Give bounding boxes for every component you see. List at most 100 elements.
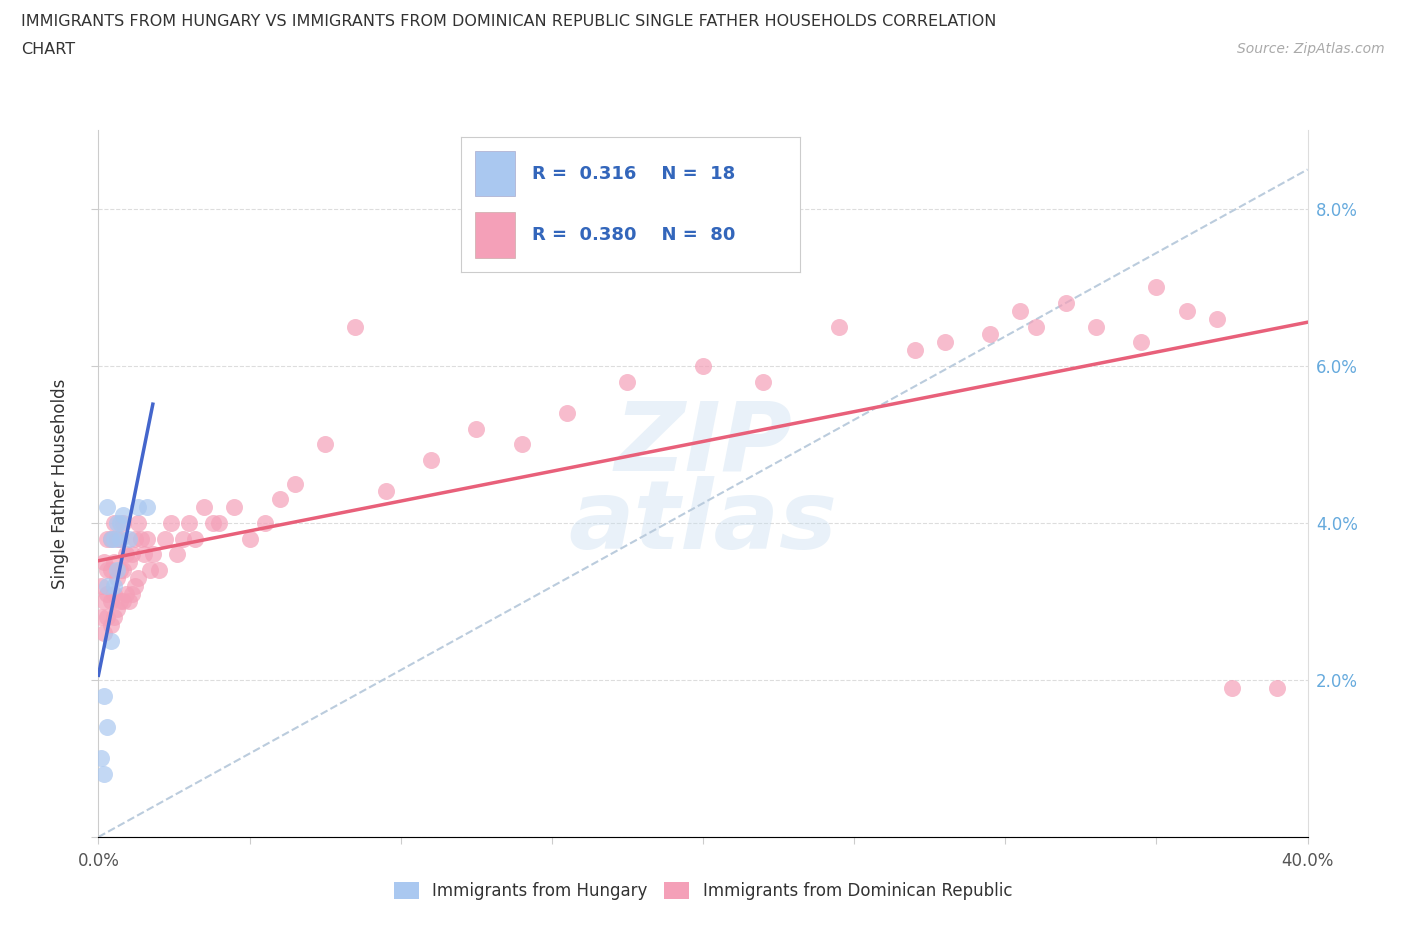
- Point: [374, 484, 396, 498]
- Point: [344, 319, 367, 334]
- Point: [934, 335, 956, 350]
- Point: [179, 515, 201, 530]
- Point: [111, 594, 134, 609]
- Point: [208, 515, 231, 530]
- Text: Source: ZipAtlas.com: Source: ZipAtlas.com: [1237, 42, 1385, 56]
- Point: [752, 374, 775, 389]
- Text: CHART: CHART: [21, 42, 75, 57]
- Point: [253, 515, 276, 530]
- Point: [118, 531, 141, 546]
- Point: [111, 563, 134, 578]
- Point: [100, 618, 122, 632]
- Point: [93, 625, 115, 640]
- Point: [616, 374, 638, 389]
- Point: [96, 610, 118, 625]
- Point: [828, 319, 851, 334]
- Point: [105, 563, 128, 578]
- Point: [105, 515, 128, 530]
- Point: [96, 563, 118, 578]
- Point: [979, 327, 1001, 342]
- Point: [105, 570, 128, 585]
- Text: ZIP
atlas: ZIP atlas: [568, 398, 838, 569]
- Point: [127, 515, 149, 530]
- Point: [100, 594, 122, 609]
- Point: [100, 563, 122, 578]
- Point: [121, 547, 143, 562]
- Point: [96, 531, 118, 546]
- Point: [284, 476, 307, 491]
- Point: [1054, 296, 1077, 311]
- Point: [904, 342, 927, 357]
- Point: [103, 515, 125, 530]
- Point: [96, 720, 118, 735]
- Point: [105, 531, 128, 546]
- Point: [105, 602, 128, 617]
- Point: [96, 586, 118, 601]
- Point: [108, 594, 131, 609]
- Point: [129, 531, 152, 546]
- Point: [93, 594, 115, 609]
- Point: [153, 531, 176, 546]
- Point: [1010, 303, 1032, 318]
- Point: [135, 499, 157, 514]
- Point: [108, 515, 131, 530]
- Point: [224, 499, 246, 514]
- Point: [510, 437, 533, 452]
- Point: [1175, 303, 1198, 318]
- Point: [118, 554, 141, 569]
- Point: [1220, 681, 1243, 696]
- Point: [103, 610, 125, 625]
- Point: [124, 531, 146, 546]
- Point: [114, 547, 136, 562]
- Point: [100, 531, 122, 546]
- Point: [1206, 312, 1229, 326]
- Point: [100, 633, 122, 648]
- Point: [184, 531, 207, 546]
- Point: [132, 547, 155, 562]
- Point: [103, 554, 125, 569]
- Point: [420, 453, 443, 468]
- Point: [96, 578, 118, 593]
- Point: [239, 531, 262, 546]
- Point: [90, 610, 112, 625]
- Point: [127, 499, 149, 514]
- Point: [90, 578, 112, 593]
- Y-axis label: Single Father Households: Single Father Households: [51, 379, 69, 589]
- Point: [93, 688, 115, 703]
- Point: [108, 531, 131, 546]
- Point: [135, 531, 157, 546]
- Point: [1024, 319, 1046, 334]
- Point: [1085, 319, 1108, 334]
- Point: [108, 531, 131, 546]
- Point: [124, 578, 146, 593]
- Point: [111, 515, 134, 530]
- Point: [1130, 335, 1153, 350]
- Point: [166, 547, 188, 562]
- Point: [114, 586, 136, 601]
- Point: [314, 437, 336, 452]
- Point: [172, 531, 194, 546]
- Point: [103, 531, 125, 546]
- Point: [139, 563, 162, 578]
- Point: [103, 578, 125, 593]
- Point: [90, 751, 112, 766]
- Point: [465, 421, 488, 436]
- Point: [193, 499, 215, 514]
- Point: [269, 492, 291, 507]
- Legend: Immigrants from Hungary, Immigrants from Dominican Republic: Immigrants from Hungary, Immigrants from…: [387, 875, 1019, 907]
- Point: [148, 563, 170, 578]
- Point: [121, 586, 143, 601]
- Point: [1267, 681, 1289, 696]
- Point: [103, 586, 125, 601]
- Point: [108, 563, 131, 578]
- Point: [93, 766, 115, 781]
- Point: [142, 547, 165, 562]
- Point: [202, 515, 225, 530]
- Point: [555, 405, 578, 420]
- Text: IMMIGRANTS FROM HUNGARY VS IMMIGRANTS FROM DOMINICAN REPUBLIC SINGLE FATHER HOUS: IMMIGRANTS FROM HUNGARY VS IMMIGRANTS FR…: [21, 14, 997, 29]
- Point: [118, 594, 141, 609]
- Point: [127, 570, 149, 585]
- Point: [1144, 280, 1167, 295]
- Point: [93, 554, 115, 569]
- Point: [96, 499, 118, 514]
